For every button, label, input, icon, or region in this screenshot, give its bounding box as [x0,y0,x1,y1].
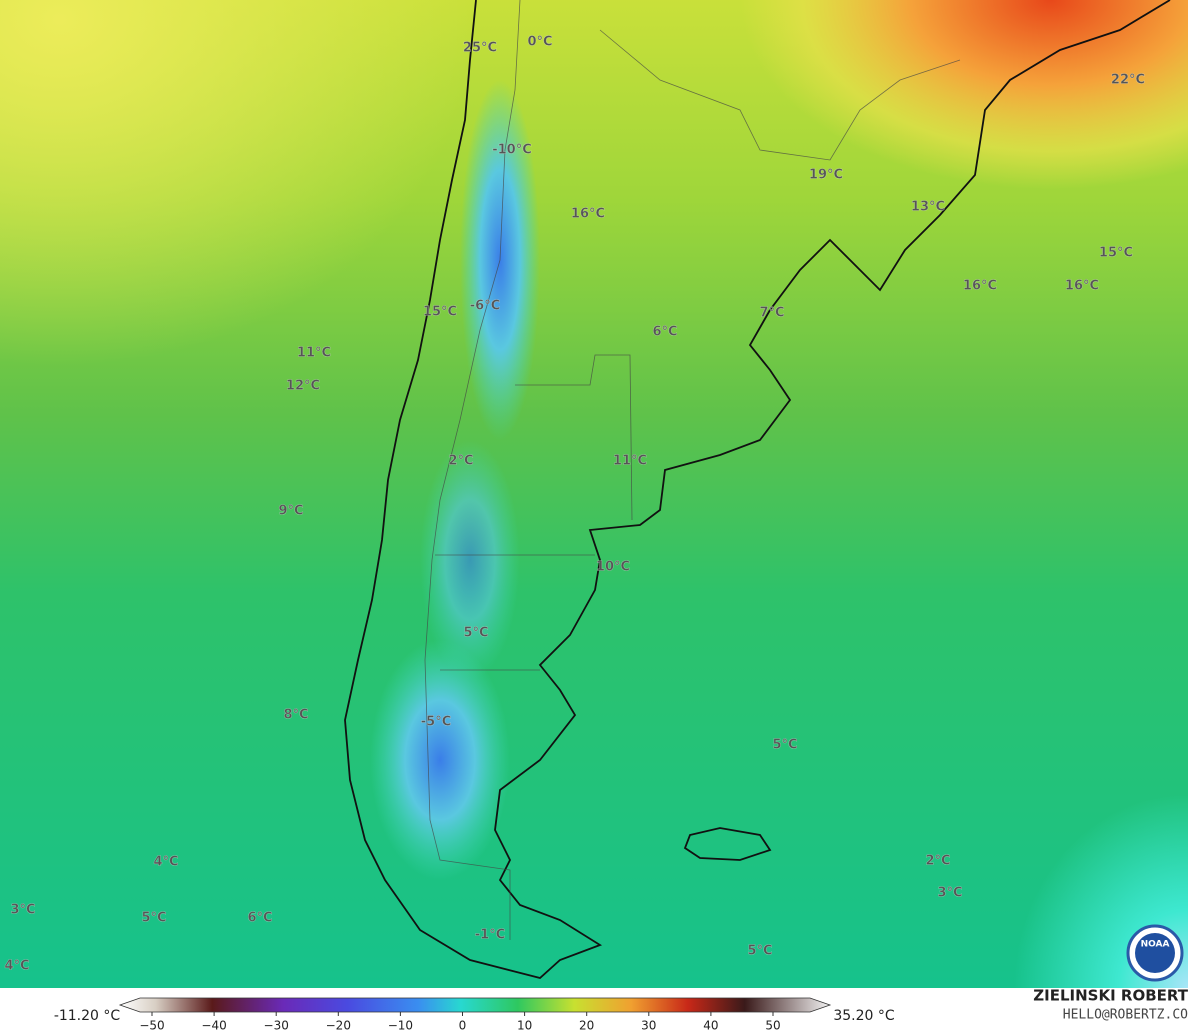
temperature-label: 10°C [596,560,630,575]
colorbar-min: -11.20 °C [54,1008,121,1024]
colorbar-tick-label: −50 [139,1019,164,1033]
noaa-logo: NOAA [1126,924,1184,982]
temperature-label: -6°C [470,299,500,314]
temperature-label: 16°C [963,279,997,294]
colorbar-tick-label: 20 [579,1019,594,1033]
temperature-label: 3°C [937,886,962,901]
temperature-label: 13°C [911,200,945,215]
temperature-label: 2°C [448,454,473,469]
temperature-label: 16°C [571,207,605,222]
temperature-field [0,0,1188,988]
temperature-label: 16°C [1065,279,1099,294]
temperature-label: 2°C [925,854,950,869]
temperature-label: 11°C [297,346,331,361]
credit-email: HELLO@ROBERTZ.CO [1063,1008,1188,1023]
colorbar-tick-label: −40 [201,1019,226,1033]
temperature-label: -5°C [421,715,451,730]
temperature-label: 15°C [423,305,457,320]
temperature-label: 12°C [286,379,320,394]
temperature-label: 22°C [1111,73,1145,88]
temperature-label: 8°C [283,708,308,723]
temperature-label: 4°C [4,959,29,974]
colorbar-tick-label: 40 [703,1019,718,1033]
coastline [344,0,1171,979]
credit-name: ZIELINSKI ROBERT [1033,987,1188,1005]
colorbar-tick-label: 10 [517,1019,532,1033]
colorbar-tick-label: −20 [326,1019,351,1033]
temperature-label: 7°C [759,306,784,321]
temperature-label: 25°C [463,41,497,56]
temperature-label: 3°C [10,903,35,918]
temperature-label: 5°C [463,626,488,641]
logo-text: NOAA [1141,940,1170,950]
temperature-label: 11°C [613,454,647,469]
colorbar-tick-label: 50 [765,1019,780,1033]
temperature-label: 0°C [527,35,552,50]
temperature-label: -1°C [475,928,505,943]
temperature-label: 6°C [247,911,272,926]
temperature-label: 5°C [141,911,166,926]
temperature-label: 5°C [747,944,772,959]
colorbar-tick-label: −10 [388,1019,413,1033]
borders [424,0,961,940]
temperature-label: 19°C [809,168,843,183]
colorbar-tick-label: 30 [641,1019,656,1033]
temperature-label: -10°C [492,143,532,158]
temperature-label: 4°C [153,855,178,870]
temperature-label: 9°C [278,504,303,519]
temperature-label: 5°C [772,738,797,753]
colorbar-tick-label: 0 [459,1019,467,1033]
temperature-label: 15°C [1099,246,1133,261]
colorbar-tick-label: −30 [264,1019,289,1033]
temperature-label: 6°C [652,325,677,340]
colorbar-max: 35.20 °C [833,1008,895,1024]
colorbar [118,997,832,1013]
